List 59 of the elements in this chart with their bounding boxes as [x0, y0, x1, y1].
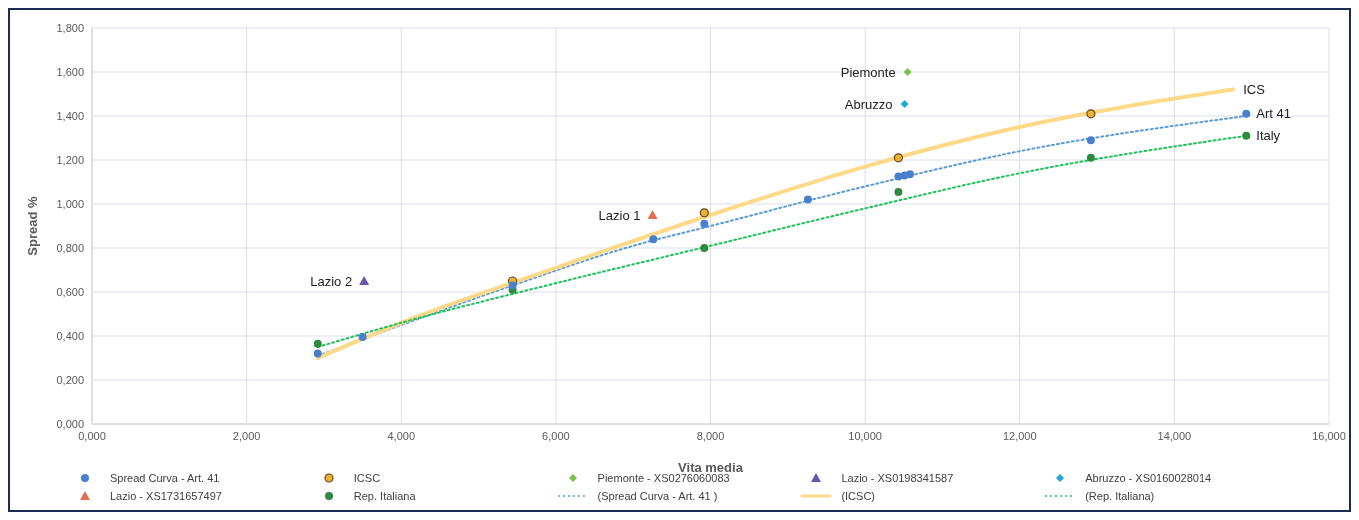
- annotation: Art 41: [1256, 106, 1291, 122]
- point: [700, 219, 709, 228]
- y-tick-label: 0,800: [56, 241, 84, 254]
- legend-label: (Rep. Italiana): [1085, 490, 1155, 502]
- point: [1242, 131, 1251, 140]
- legend-label: Rep. Italiana: [353, 490, 416, 502]
- annotation: Abruzzo: [844, 96, 893, 112]
- point: [894, 187, 903, 196]
- annotation: ICS: [1243, 82, 1266, 98]
- legend-label: Piemonte - XS0276060083: [597, 472, 730, 484]
- point: [699, 208, 709, 218]
- x-tick-label: 0,000: [78, 429, 106, 442]
- point: [647, 210, 658, 219]
- y-tick-label: 1,200: [56, 153, 84, 166]
- legend-label: (ICSC): [841, 490, 875, 502]
- point: [1086, 153, 1095, 162]
- y-tick-label: 0,200: [56, 373, 84, 386]
- point: [903, 68, 912, 76]
- y-tick-label: 0,400: [56, 329, 84, 342]
- legend-label: Lazio - XS0198341587: [841, 472, 954, 484]
- legend-label: Lazio - XS1731657497: [110, 490, 222, 502]
- point: [359, 276, 370, 285]
- annotation: Piemonte: [840, 64, 896, 80]
- x-tick-label: 10,000: [848, 429, 882, 442]
- y-tick-label: 1,800: [56, 21, 84, 34]
- y-tick-label: 0,600: [56, 285, 84, 298]
- point: [1086, 109, 1096, 119]
- y-tick-label: 0,000: [56, 417, 84, 430]
- point: [700, 244, 709, 252]
- legend-label: Abruzzo - XS0160028014: [1085, 472, 1212, 484]
- x-tick-label: 14,000: [1157, 429, 1192, 442]
- x-tick-label: 16,000: [1312, 429, 1346, 442]
- point: [803, 195, 812, 204]
- legend-label: ICSC: [353, 472, 381, 484]
- point: [358, 333, 367, 342]
- x-tick-label: 8,000: [696, 429, 725, 442]
- point: [508, 281, 517, 290]
- x-tick-label: 2,000: [232, 429, 261, 442]
- legend-label: Spread Curva - Art. 41: [110, 472, 220, 484]
- point: [1086, 136, 1095, 145]
- annotation: Lazio 2: [310, 273, 353, 289]
- annotation: Lazio 1: [598, 207, 641, 223]
- point: [649, 235, 658, 244]
- point: [1242, 109, 1251, 118]
- x-tick-label: 4,000: [387, 429, 416, 442]
- x-tick-label: 6,000: [542, 429, 570, 442]
- point: [893, 153, 903, 163]
- y-tick-label: 1,000: [56, 197, 84, 210]
- y-tick-label: 1,600: [56, 65, 84, 78]
- y-axis-title: Spread %: [24, 195, 40, 256]
- point: [313, 349, 322, 358]
- point: [900, 99, 909, 108]
- annotation: Italy: [1256, 128, 1281, 144]
- y-tick-label: 1,400: [56, 109, 84, 122]
- point: [313, 339, 322, 348]
- x-tick-label: 12,000: [1002, 429, 1037, 442]
- x-axis-title: Vita media: [678, 460, 744, 475]
- point: [905, 170, 914, 179]
- legend-label: (Spread Curva - Art. 41 ): [597, 490, 718, 502]
